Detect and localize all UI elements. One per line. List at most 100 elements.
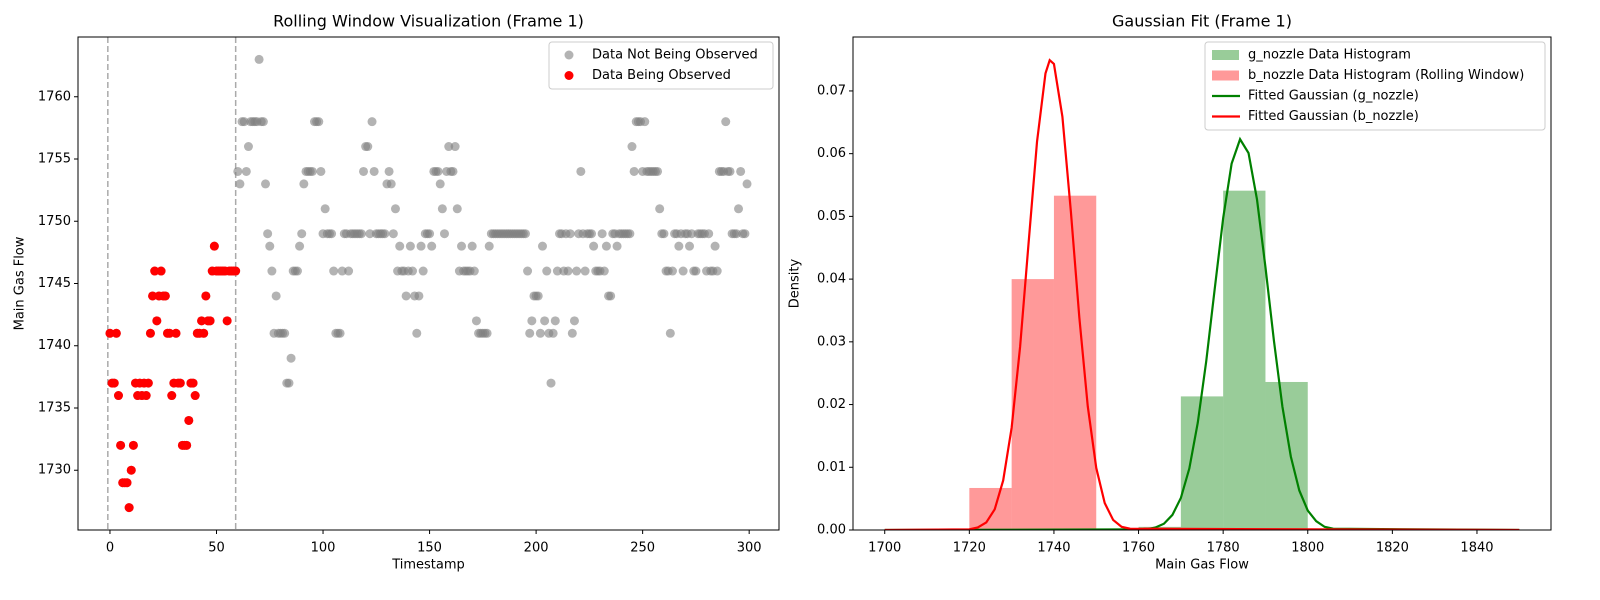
data-point bbox=[271, 291, 281, 301]
data-point bbox=[239, 117, 249, 127]
legend: Data Not Being Observed Data Being Observ… bbox=[548, 41, 774, 90]
legend-marker bbox=[1212, 50, 1239, 60]
x-tick-label: 250 bbox=[630, 541, 655, 556]
legend-box bbox=[1204, 41, 1546, 131]
x-tick-label: 100 bbox=[311, 541, 336, 556]
plot-area bbox=[884, 58, 1520, 530]
data-point bbox=[627, 142, 637, 152]
data-point bbox=[725, 166, 735, 176]
data-point bbox=[152, 316, 162, 326]
data-point bbox=[167, 391, 177, 401]
data-point bbox=[265, 241, 275, 251]
histogram-bar bbox=[1223, 190, 1266, 530]
data-point bbox=[416, 241, 426, 251]
data-point bbox=[546, 378, 556, 388]
data-point bbox=[412, 328, 422, 338]
data-point bbox=[535, 328, 545, 338]
data-point bbox=[184, 415, 194, 425]
data-point bbox=[629, 166, 639, 176]
data-point bbox=[297, 229, 307, 239]
data-point bbox=[405, 241, 415, 251]
data-point bbox=[122, 478, 132, 488]
data-point bbox=[263, 229, 273, 239]
data-point bbox=[606, 291, 616, 301]
data-point bbox=[576, 166, 586, 176]
y-tick-label: 0.00 bbox=[817, 523, 846, 538]
data-point bbox=[548, 328, 558, 338]
x-tick-label: 1700 bbox=[868, 541, 901, 556]
data-point bbox=[537, 241, 547, 251]
data-point bbox=[344, 266, 354, 276]
data-point bbox=[359, 166, 369, 176]
data-point bbox=[674, 241, 684, 251]
data-point bbox=[197, 316, 207, 326]
histogram-bar bbox=[1180, 396, 1224, 530]
data-point bbox=[126, 465, 136, 475]
data-point bbox=[659, 229, 669, 239]
data-point bbox=[589, 241, 599, 251]
data-point bbox=[143, 378, 153, 388]
data-point bbox=[209, 241, 219, 251]
histogram-bar bbox=[1265, 381, 1308, 530]
data-point bbox=[141, 391, 151, 401]
y-tick-label: 0.04 bbox=[817, 272, 846, 287]
data-point bbox=[165, 328, 175, 338]
x-tick-label: 1840 bbox=[1460, 541, 1493, 556]
data-point bbox=[565, 229, 575, 239]
data-point bbox=[435, 179, 445, 189]
x-tick-label: 1720 bbox=[953, 541, 986, 556]
y-tick-label: 1740 bbox=[38, 338, 71, 353]
histogram-bar bbox=[1053, 195, 1097, 530]
data-point bbox=[469, 266, 479, 276]
data-point bbox=[452, 204, 462, 214]
legend-label: Fitted Gaussian (g_nozzle) bbox=[1248, 89, 1419, 104]
legend-label: g_nozzle Data Histogram bbox=[1248, 48, 1411, 63]
data-point bbox=[612, 241, 622, 251]
data-point bbox=[307, 166, 317, 176]
data-point bbox=[704, 229, 714, 239]
fit-line bbox=[884, 58, 1520, 530]
data-point bbox=[243, 142, 253, 152]
data-point bbox=[599, 266, 609, 276]
data-point bbox=[148, 291, 158, 301]
data-point bbox=[678, 266, 688, 276]
y-tick-label: 0.06 bbox=[817, 146, 846, 161]
y-axis-label: Main Gas Flow bbox=[13, 236, 28, 330]
plot-area bbox=[105, 37, 752, 530]
data-point bbox=[540, 316, 550, 326]
data-point bbox=[386, 179, 396, 189]
x-tick-label: 50 bbox=[208, 541, 225, 556]
data-point bbox=[199, 328, 209, 338]
data-point bbox=[731, 229, 741, 239]
data-point bbox=[552, 266, 562, 276]
data-point bbox=[572, 266, 582, 276]
data-point bbox=[295, 241, 305, 251]
x-tick-label: 1820 bbox=[1376, 541, 1409, 556]
data-point bbox=[111, 328, 121, 338]
y-tick-label: 1735 bbox=[38, 400, 71, 415]
data-point bbox=[542, 266, 552, 276]
data-point bbox=[235, 179, 245, 189]
data-point bbox=[395, 241, 405, 251]
data-point bbox=[525, 328, 535, 338]
data-point bbox=[691, 266, 701, 276]
data-point bbox=[450, 142, 460, 152]
data-point bbox=[335, 328, 345, 338]
data-point bbox=[550, 316, 560, 326]
data-point bbox=[734, 204, 744, 214]
data-point bbox=[685, 241, 695, 251]
data-point bbox=[128, 440, 138, 450]
data-point bbox=[327, 229, 337, 239]
data-point bbox=[109, 378, 119, 388]
y-tick-label: 0.02 bbox=[817, 397, 846, 412]
legend-box bbox=[548, 41, 774, 90]
legend-marker bbox=[1212, 70, 1239, 81]
data-point bbox=[222, 316, 232, 326]
data-point bbox=[105, 328, 115, 338]
data-point bbox=[401, 291, 411, 301]
data-point bbox=[280, 328, 290, 338]
y-tick-label: 1750 bbox=[38, 214, 71, 229]
data-point bbox=[254, 54, 264, 64]
